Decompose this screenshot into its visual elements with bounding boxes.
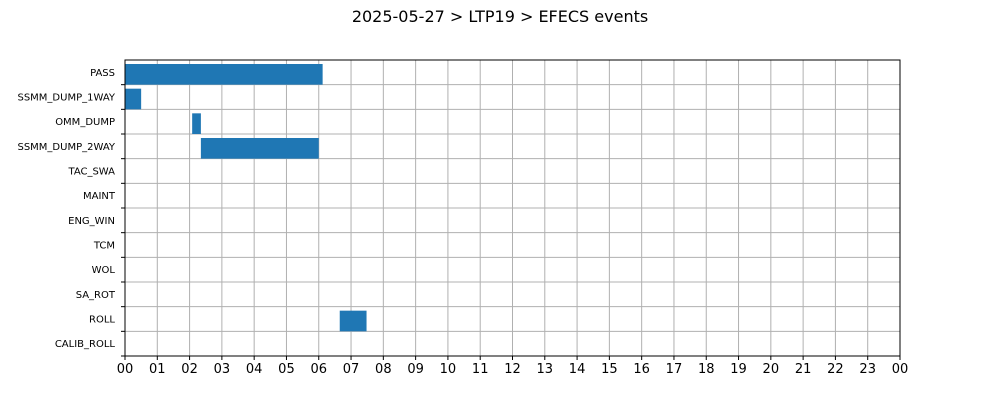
x-tick-label: 20	[763, 362, 780, 377]
x-tick-label: 17	[666, 362, 683, 377]
y-tick-label: MAINT	[83, 191, 116, 202]
x-tick-label: 23	[859, 362, 876, 377]
x-tick-label: 22	[827, 362, 844, 377]
x-tick-label: 19	[730, 362, 747, 377]
x-axis: 00 01 02 03 04 05 06 07 08 09 10 11 12 13 14 15 16 17 18 19…	[117, 356, 909, 377]
x-tick-label: 01	[149, 362, 166, 377]
x-tick-label: 11	[472, 362, 489, 377]
event-bar-ssmm-dump-1way	[125, 88, 142, 110]
x-tick-label: 00	[892, 362, 909, 377]
y-tick-label: CALIB_ROLL	[55, 339, 116, 350]
x-tick-label: 00	[117, 362, 134, 377]
y-tick-label: ROLL	[89, 315, 115, 326]
x-tick-label: 05	[278, 362, 295, 377]
event-bars	[125, 64, 367, 332]
grid-lines	[124, 60, 901, 357]
event-bar-roll	[339, 310, 367, 332]
y-tick-label: WOL	[92, 265, 116, 276]
y-axis: PASS SSMM_DUMP_1WAY OMM_DUMP SSMM_DUMP_2WAY…	[17, 68, 125, 357]
x-tick-label: 16	[633, 362, 650, 377]
x-tick-label: 12	[504, 362, 521, 377]
y-tick-label: SSMM_DUMP_1WAY	[17, 93, 115, 104]
x-tick-label: 21	[795, 362, 812, 377]
x-tick-label: 08	[375, 362, 392, 377]
y-tick-label: ENG_WIN	[68, 216, 115, 227]
y-tick-label: TCM	[93, 241, 115, 252]
x-tick-label: 07	[343, 362, 360, 377]
y-tick-label: PASS	[90, 68, 115, 79]
event-bar-omm-dump	[192, 113, 201, 134]
event-bar-ssmm-dump-2way	[200, 138, 319, 159]
event-bar-pass	[125, 64, 323, 85]
y-tick-label: SSMM_DUMP_2WAY	[17, 142, 115, 153]
x-tick-label: 15	[601, 362, 618, 377]
x-tick-label: 03	[214, 362, 231, 377]
x-tick-label: 13	[537, 362, 554, 377]
x-tick-label: 04	[246, 362, 263, 377]
chart-title: 2025-05-27 > LTP19 > EFECS events	[352, 7, 648, 26]
x-tick-label: 10	[440, 362, 457, 377]
x-tick-label: 18	[698, 362, 715, 377]
x-tick-label: 02	[181, 362, 198, 377]
y-tick-label: TAC_SWA	[67, 167, 115, 178]
y-tick-label: SA_ROT	[76, 290, 116, 301]
x-tick-label: 06	[310, 362, 327, 377]
x-tick-label: 14	[569, 362, 586, 377]
x-tick-label: 09	[407, 362, 424, 377]
y-tick-label: OMM_DUMP	[55, 117, 115, 128]
